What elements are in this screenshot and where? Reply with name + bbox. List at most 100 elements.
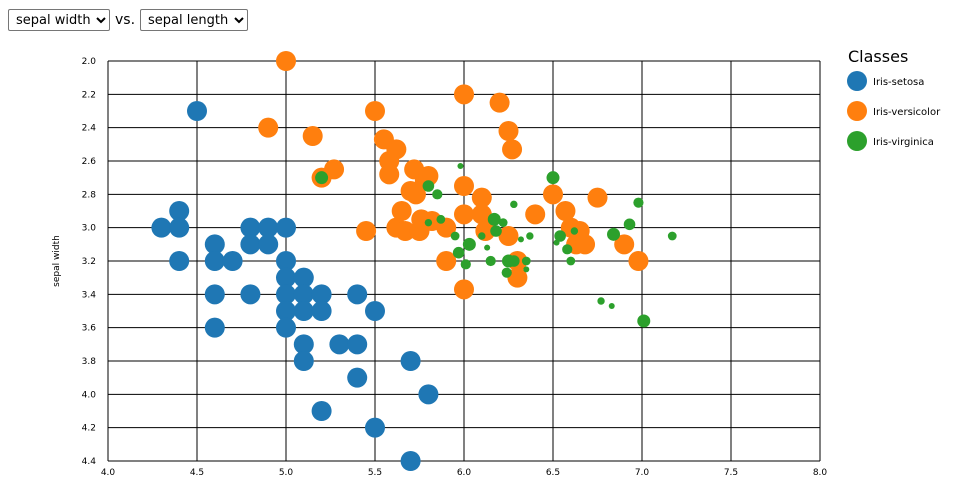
point-iris-virginica	[424, 218, 433, 227]
point-iris-setosa	[258, 234, 279, 255]
y-tick-label: 3.4	[82, 290, 97, 300]
y-tick-label: 2.8	[82, 190, 97, 200]
point-iris-setosa	[222, 251, 243, 271]
point-iris-virginica	[450, 231, 460, 241]
y-tick-label: 2.0	[82, 57, 97, 67]
point-iris-virginica	[517, 236, 524, 243]
x-tick-label: 6.5	[546, 468, 560, 478]
point-iris-versicolor	[395, 221, 416, 241]
point-iris-versicolor	[525, 204, 546, 225]
point-iris-virginica	[478, 232, 486, 240]
legend-swatch	[847, 101, 867, 121]
point-iris-versicolor	[454, 176, 474, 196]
point-iris-setosa	[400, 351, 421, 371]
point-iris-setosa	[169, 201, 190, 221]
point-iris-setosa	[400, 451, 421, 471]
point-iris-versicolor	[471, 187, 492, 208]
point-iris-versicolor	[489, 92, 510, 113]
point-iris-virginica	[523, 266, 530, 273]
point-iris-setosa	[204, 234, 225, 255]
point-iris-versicolor	[628, 251, 649, 271]
x-axis-select[interactable]: sepal length	[140, 9, 249, 31]
point-iris-virginica	[315, 171, 329, 185]
x-tick-label: 7.5	[724, 468, 738, 478]
point-iris-virginica	[554, 230, 566, 242]
point-iris-versicolor	[391, 201, 412, 221]
point-iris-virginica	[526, 232, 534, 240]
legend-label: Iris-setosa	[873, 77, 924, 88]
point-iris-setosa	[240, 284, 261, 305]
point-iris-setosa	[169, 217, 190, 238]
point-iris-versicolor	[498, 226, 519, 246]
point-iris-setosa	[293, 301, 314, 321]
point-iris-versicolor	[386, 139, 407, 160]
axis-controls: sepal width vs. sepal length	[8, 9, 249, 31]
point-iris-versicolor	[454, 84, 474, 105]
point-iris-virginica	[452, 246, 465, 259]
point-iris-setosa	[204, 251, 225, 271]
point-iris-setosa	[240, 217, 261, 238]
point-iris-virginica	[667, 231, 677, 241]
point-iris-versicolor	[276, 51, 296, 71]
y-axis-ticks: 2.0 2.2 2.4 2.6 2.8 3.0 3.2 3.4 3.6 3.8 4.0 4.2 4.4	[82, 57, 97, 467]
point-iris-virginica	[562, 244, 573, 255]
point-iris-setosa	[418, 384, 439, 405]
point-iris-setosa	[365, 417, 385, 438]
point-iris-versicolor	[555, 201, 576, 221]
point-iris-virginica	[508, 255, 520, 267]
y-axis-select[interactable]: sepal width	[8, 9, 110, 31]
x-tick-label: 5.0	[279, 468, 294, 478]
point-iris-virginica	[436, 214, 446, 224]
y-tick-label: 3.8	[82, 357, 97, 367]
point-iris-setosa	[258, 217, 279, 238]
point-iris-setosa	[311, 401, 332, 421]
x-axis-ticks: 4.0 4.5 5.0 5.5 6.0 6.5 7.0 7.5 8.0	[101, 468, 828, 478]
y-tick-label: 4.4	[82, 457, 97, 467]
legend: Classes Iris-setosa Iris-versicolor Iris-v…	[847, 47, 941, 151]
y-tick-label: 3.6	[82, 324, 97, 334]
point-iris-versicolor	[471, 204, 492, 225]
point-iris-versicolor	[543, 184, 563, 205]
point-iris-setosa	[293, 267, 314, 288]
point-iris-versicolor	[575, 234, 596, 255]
y-tick-label: 2.6	[82, 157, 97, 167]
point-iris-virginica	[498, 218, 508, 228]
point-iris-virginica	[462, 237, 476, 251]
point-iris-virginica	[501, 267, 512, 278]
point-iris-versicolor	[356, 221, 377, 241]
x-tick-label: 4.0	[101, 468, 116, 478]
point-iris-setosa	[276, 217, 296, 238]
point-iris-setosa	[311, 284, 332, 305]
legend-swatch	[847, 71, 867, 91]
point-iris-versicolor	[418, 166, 439, 186]
point-iris-versicolor	[587, 187, 608, 208]
point-iris-virginica	[608, 303, 615, 309]
point-iris-virginica	[546, 171, 560, 185]
point-iris-setosa	[347, 284, 368, 305]
point-iris-versicolor	[365, 101, 385, 121]
point-iris-virginica	[597, 297, 605, 305]
x-tick-label: 4.5	[190, 468, 204, 478]
point-iris-virginica	[510, 200, 518, 209]
point-iris-setosa	[293, 334, 314, 355]
point-iris-setosa	[347, 367, 368, 388]
data-points	[151, 51, 677, 471]
point-iris-setosa	[329, 334, 350, 355]
point-iris-setosa	[276, 267, 296, 288]
legend-swatch	[847, 131, 867, 151]
point-iris-virginica	[566, 256, 576, 266]
legend-title: Classes	[848, 47, 908, 66]
point-iris-setosa	[276, 251, 296, 271]
y-axis-label: sepal width	[52, 235, 62, 287]
point-iris-setosa	[187, 101, 207, 121]
y-tick-label: 2.4	[82, 124, 97, 134]
point-iris-virginica	[460, 259, 471, 270]
point-iris-setosa	[204, 284, 225, 305]
point-iris-setosa	[311, 301, 332, 321]
point-iris-versicolor	[436, 251, 457, 271]
point-iris-virginica	[457, 163, 464, 169]
y-tick-label: 2.2	[82, 90, 96, 100]
point-iris-versicolor	[258, 117, 279, 138]
y-tick-label: 4.2	[82, 424, 96, 434]
